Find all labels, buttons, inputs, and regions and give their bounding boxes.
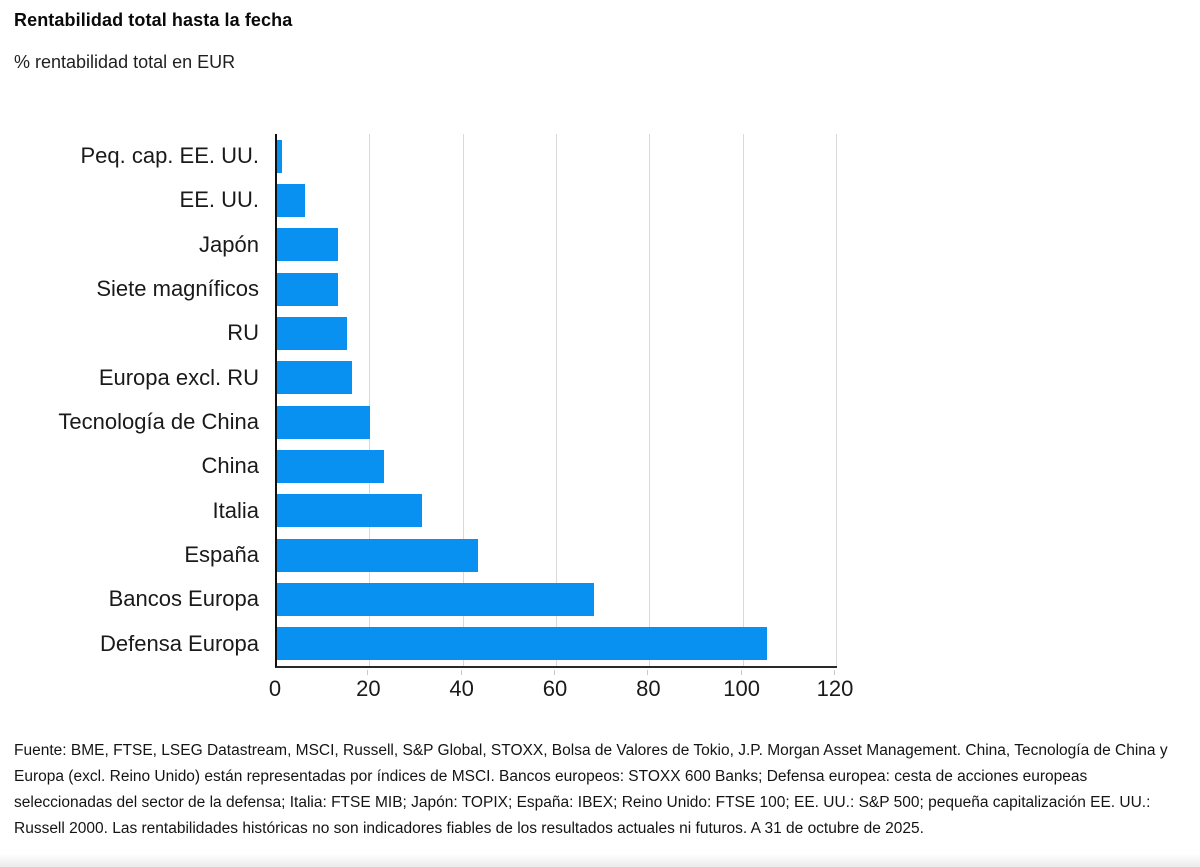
category-label: Italia	[212, 497, 259, 523]
bar	[277, 139, 282, 173]
gridline	[462, 134, 464, 666]
x-tick-label: 40	[449, 676, 474, 701]
x-tick-label: 0	[268, 676, 282, 701]
category-label: Tecnología de China	[58, 409, 259, 435]
bottom-edge-shadow	[0, 854, 1200, 867]
x-axis: 0 20 40 60 80 100 120	[269, 670, 853, 704]
bar	[277, 405, 371, 439]
bar	[277, 228, 338, 262]
bar	[277, 494, 422, 528]
bar	[277, 582, 595, 616]
bar	[277, 316, 347, 350]
bar-row: Japón	[199, 223, 837, 267]
bar	[277, 449, 385, 483]
x-tick-mark	[647, 670, 649, 675]
gridline	[556, 134, 557, 666]
x-tick-label: 60	[542, 676, 568, 701]
x-tick-label: 100	[723, 676, 761, 701]
bar-row: Defensa Europa	[100, 622, 837, 666]
gridline	[369, 134, 371, 666]
bar	[277, 183, 305, 217]
chart-subtitle: % rentabilidad total en EUR	[14, 52, 236, 72]
bar	[277, 627, 767, 661]
category-label: España	[184, 542, 259, 568]
x-tick-mark	[834, 670, 835, 675]
bar	[277, 272, 338, 306]
category-label: China	[201, 453, 259, 479]
x-tick-mark	[367, 670, 369, 675]
x-tick-label: 20	[356, 676, 381, 701]
bar-row: EE. UU.	[180, 178, 837, 222]
x-tick-mark	[460, 670, 462, 675]
category-label: Defensa Europa	[100, 630, 259, 656]
category-label: Japón	[199, 231, 259, 257]
bar-row: España	[184, 533, 837, 577]
bar-chart-plot-area: Peq. cap. EE. UU. EE. UU. Japón Siete magní…	[58, 134, 837, 668]
chart-title: Rentabilidad total hasta la fecha	[14, 10, 293, 30]
bar-row: Tecnología de China	[58, 400, 837, 444]
category-label: Europa excl. RU	[98, 364, 259, 390]
bar-row: China	[202, 444, 837, 488]
bar-row: Italia	[213, 489, 837, 533]
bar-row: Europa excl. RU	[99, 356, 837, 400]
bar-row: RU	[227, 311, 837, 355]
category-label: Bancos Europa	[108, 586, 259, 612]
x-tick-mark	[740, 670, 742, 675]
x-tick-label: 80	[636, 676, 661, 701]
x-tick-mark	[554, 670, 555, 675]
bar-row: Bancos Europa	[109, 577, 837, 621]
category-label: Siete magníficos	[96, 276, 259, 302]
gridlines	[277, 134, 837, 666]
bar-row: Siete magníficos	[96, 267, 837, 311]
category-label: RU	[227, 320, 259, 346]
gridline	[742, 134, 744, 666]
category-label: Peq. cap. EE. UU.	[80, 143, 259, 169]
bar	[277, 538, 478, 572]
x-tick-label: 120	[816, 676, 854, 701]
source-footnote: Fuente: BME, FTSE, LSEG Datastream, MSCI…	[14, 742, 1168, 837]
bar	[277, 361, 352, 395]
gridline	[836, 134, 837, 666]
category-label: EE. UU.	[179, 187, 259, 213]
bar-row: Peq. cap. EE. UU.	[80, 134, 837, 178]
gridline	[649, 134, 651, 666]
